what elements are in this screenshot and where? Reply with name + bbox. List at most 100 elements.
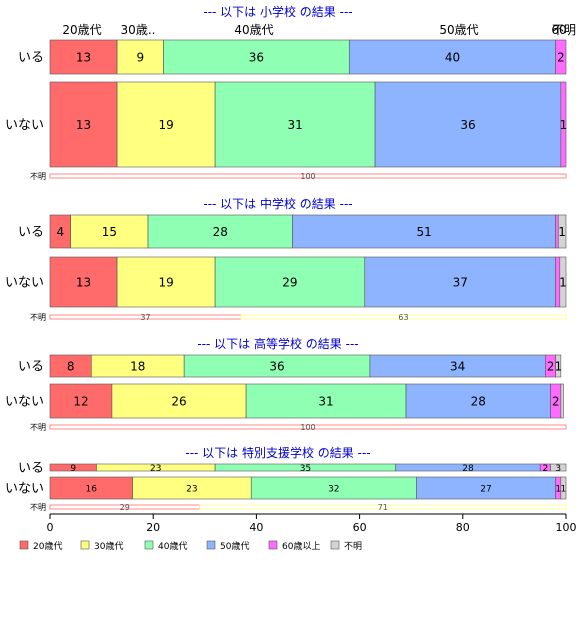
bar-segment [364,256,556,308]
data-label: 3 [555,464,561,474]
data-label: 23 [150,464,161,474]
legend-label: 50歳代 [220,540,249,552]
bar-segment [116,81,216,168]
row-label: いない [5,276,44,291]
legend-label: 不明 [344,541,362,552]
legend-label: 30歳代 [94,540,123,552]
bar-segment [70,214,149,249]
data-label: 27 [480,484,491,494]
bar-segment [147,214,293,249]
data-label: 23 [186,484,197,494]
summary-segment [199,504,567,510]
top-category-label: 不明 [552,23,576,37]
x-tick-label: 20 [146,521,160,534]
data-label: 28 [471,395,486,409]
summary-label: 63 [398,313,408,322]
data-label: 32 [328,484,339,494]
data-label: 36 [269,360,284,374]
data-label: 28 [213,225,228,239]
section-title: --- 以下は 高等学校 の結果 --- [197,336,358,351]
bar-segment [557,214,567,249]
bar-segment [555,39,567,75]
bar-segment [374,81,562,168]
data-label: 1 [560,118,568,132]
top-category-label: 50歳代 [439,23,478,37]
summary-segment [49,173,567,179]
summary-segment [240,314,567,320]
bar-segment [116,39,164,75]
data-label: 34 [450,360,465,374]
data-label: 9 [136,51,144,65]
data-label: 29 [282,276,297,290]
x-tick-label: 40 [249,521,263,534]
data-label: 2 [552,395,560,409]
data-label: 1 [559,276,567,290]
summary-row-label: 不明 [30,423,46,432]
data-label: 13 [76,51,91,65]
data-label: 9 [70,464,76,474]
legend-swatch [330,540,340,550]
data-label: 8 [67,360,75,374]
data-label: 1 [555,484,561,494]
legend-swatch [144,540,154,550]
summary-row-label: 不明 [30,313,46,322]
legend-label: 40歳代 [158,540,187,552]
summary-segment [49,424,567,430]
bar-segment [49,256,118,308]
bar-segment [550,463,567,472]
bar-segment [559,256,567,308]
section-title: --- 以下は 中学校 の結果 --- [203,196,352,211]
legend-swatch [268,540,278,550]
summary-row-label: 不明 [30,503,46,512]
bar-segment [560,81,567,168]
section-title: --- 以下は 特別支援学校 の結果 --- [185,445,370,460]
summary-label: 100 [300,172,315,181]
bar-segment [348,39,556,75]
top-category-label: 20歳代 [62,23,101,37]
data-label: 4 [56,225,64,239]
top-category-label: 30歳.. [121,23,156,37]
data-label: 40 [445,51,460,65]
legend-swatch [19,540,29,550]
bar-segment [292,214,556,249]
data-label: 37 [453,276,468,290]
data-label: 31 [287,118,302,132]
row-label: いる [18,51,44,66]
data-label: 35 [300,464,311,474]
row-label: いる [18,225,44,240]
data-label: 36 [249,51,264,65]
legend-swatch [206,540,216,550]
row-label: いない [5,395,44,410]
legend-label: 20歳代 [33,540,62,552]
bar-segment [560,476,567,500]
bar-segment [49,81,118,168]
data-label: 51 [416,225,431,239]
row-label: いる [18,360,44,375]
legend-swatch [80,540,90,550]
data-label: 16 [86,484,98,494]
data-label: 12 [73,395,88,409]
bar-segment [49,383,113,419]
bar-segment [555,354,562,378]
top-category-label: 60 [551,23,566,37]
data-label: 31 [318,395,333,409]
data-label: 18 [130,360,145,374]
top-category-label: 40歳代 [234,23,273,37]
row-label: いない [5,482,44,497]
data-label: 13 [76,276,91,290]
data-label: 1 [561,484,567,494]
data-label: 2 [547,360,555,374]
data-label: 26 [171,395,186,409]
data-label: 36 [460,118,475,132]
data-label: 19 [158,276,173,290]
bar-segment [214,256,366,308]
data-label: 15 [102,225,117,239]
data-label: 1 [554,360,562,374]
data-label: 1 [558,225,566,239]
summary-label: 29 [120,503,130,512]
summary-row-label: 不明 [30,172,46,181]
bar-segment [405,383,551,419]
x-tick-label: 80 [456,521,470,534]
bar-segment [116,256,216,308]
data-label: 19 [158,118,173,132]
